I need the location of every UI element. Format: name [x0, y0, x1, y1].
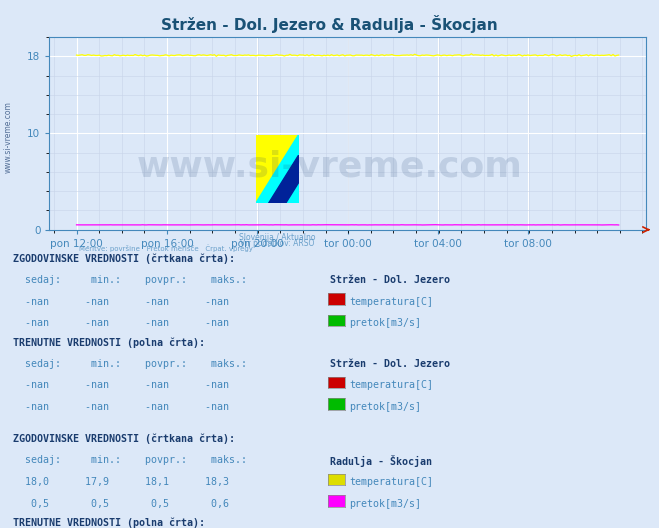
Text: Stržen - Dol. Jezero: Stržen - Dol. Jezero [330, 275, 449, 285]
Text: TRENUTNE VREDNOSTI (polna črta):: TRENUTNE VREDNOSTI (polna črta): [13, 337, 205, 347]
Text: pretok[m3/s]: pretok[m3/s] [349, 402, 421, 412]
Text: temperatura[C]: temperatura[C] [349, 477, 433, 487]
Text: sedaj:     min.:    povpr.:    maks.:: sedaj: min.: povpr.: maks.: [13, 456, 247, 466]
Text: pretok[m3/s]: pretok[m3/s] [349, 318, 421, 328]
Text: temperatura[C]: temperatura[C] [349, 297, 433, 307]
Text: sedaj:     min.:    povpr.:    maks.:: sedaj: min.: povpr.: maks.: [13, 359, 247, 369]
Polygon shape [256, 135, 299, 203]
Text: www.si-vreme.com: www.si-vreme.com [136, 149, 523, 183]
Text: -nan      -nan      -nan      -nan: -nan -nan -nan -nan [13, 402, 229, 412]
Polygon shape [256, 135, 299, 203]
Text: -nan      -nan      -nan      -nan: -nan -nan -nan -nan [13, 380, 229, 390]
Text: 0,5       0,5       0,5       0,6: 0,5 0,5 0,5 0,6 [13, 498, 229, 508]
Text: pretok[m3/s]: pretok[m3/s] [349, 498, 421, 508]
Text: www.si-vreme.com: www.si-vreme.com [3, 101, 13, 173]
Text: ZGODOVINSKE VREDNOSTI (črtkana črta):: ZGODOVINSKE VREDNOSTI (črtkana črta): [13, 253, 235, 264]
Text: -nan      -nan      -nan      -nan: -nan -nan -nan -nan [13, 297, 229, 307]
Text: Vir podatkov: ARSO: Vir podatkov: ARSO [240, 239, 314, 248]
Text: -nan      -nan      -nan      -nan: -nan -nan -nan -nan [13, 318, 229, 328]
Text: TRENUTNE VREDNOSTI (polna črta):: TRENUTNE VREDNOSTI (polna črta): [13, 517, 205, 528]
Text: sedaj:     min.:    povpr.:    maks.:: sedaj: min.: povpr.: maks.: [13, 275, 247, 285]
Text: Stržen - Dol. Jezero: Stržen - Dol. Jezero [330, 359, 449, 369]
Text: Meritve: površine   Pretok merišče   Črpat. vpregy: Meritve: površine Pretok merišče Črpat. … [79, 245, 253, 252]
Text: Stržen - Dol. Jezero & Radulja - Škocjan: Stržen - Dol. Jezero & Radulja - Škocjan [161, 15, 498, 33]
Text: Slovenija / Aktualno: Slovenija / Aktualno [239, 233, 315, 242]
Text: Radulja - Škocjan: Radulja - Škocjan [330, 456, 432, 467]
Text: ZGODOVINSKE VREDNOSTI (črtkana črta):: ZGODOVINSKE VREDNOSTI (črtkana črta): [13, 434, 235, 445]
Text: temperatura[C]: temperatura[C] [349, 380, 433, 390]
Text: 18,0      17,9      18,1      18,3: 18,0 17,9 18,1 18,3 [13, 477, 229, 487]
Polygon shape [269, 155, 299, 203]
